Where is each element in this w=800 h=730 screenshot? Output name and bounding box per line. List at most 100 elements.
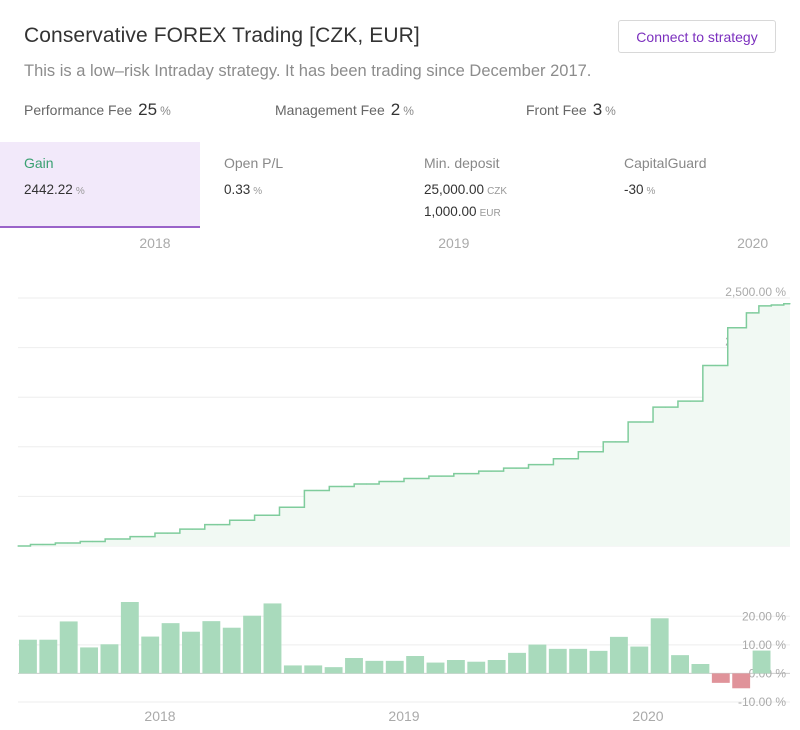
y-tick-label: 10.00 % — [742, 638, 786, 652]
gain-point — [565, 458, 567, 460]
monthly-gain-bar — [365, 660, 384, 674]
gain-point — [241, 519, 243, 521]
monthly-gain-bar — [222, 627, 241, 674]
monthly-gain-bar — [80, 647, 99, 674]
gain-point — [67, 542, 69, 544]
gain-point — [216, 524, 218, 526]
open-pl-label: Open P/L — [224, 155, 284, 171]
monthly-gain-bar — [406, 656, 425, 674]
open-pl-unit: % — [253, 186, 263, 197]
performance-fee-label: Performance Fee — [24, 102, 133, 118]
gain-point — [639, 421, 642, 423]
gain-point — [540, 464, 542, 466]
monthly-gain-bar — [141, 636, 160, 674]
gain-point — [776, 304, 779, 306]
min-deposit-label: Min. deposit — [424, 155, 500, 171]
monthly-gain-bar — [243, 615, 262, 674]
gain-point — [764, 305, 766, 307]
gain-area-chart: 0.00 %500.00 %1,000.00 %1,500.00 %2,000.… — [17, 235, 791, 547]
capital-guard-unit: % — [646, 186, 656, 197]
monthly-gain-bar — [711, 673, 730, 683]
gain-point — [42, 543, 44, 546]
y-tick-label: -10.00 % — [738, 695, 786, 709]
tab-capital-guard[interactable]: CapitalGuard -30% — [600, 142, 800, 228]
gain-point — [166, 532, 169, 534]
monthly-gain-bar — [324, 667, 343, 674]
monthly-gain-bar — [671, 655, 689, 674]
gain-point — [590, 451, 592, 453]
gain-point — [366, 483, 368, 485]
gain-point — [191, 528, 193, 530]
gain-point — [752, 312, 754, 314]
open-pl-value: 0.33 — [224, 182, 251, 197]
gain-unit: % — [75, 186, 85, 197]
monthly-gain-bar — [467, 661, 486, 674]
monthly-gain-bar-chart: 20.00 %10.00 %0.00 %-10.00 %2018 2019 2020 — [18, 602, 790, 724]
gain-point — [789, 303, 791, 305]
x-tick-label: 2018 — [139, 235, 170, 251]
tab-min-deposit[interactable]: Min. deposit 25,000.00 CZK 1,000.00 EUR — [400, 142, 600, 228]
monthly-gain-bar — [304, 665, 323, 674]
gain-point — [266, 514, 268, 516]
monthly-gain-bar — [182, 631, 200, 674]
management-fee-value: 2 — [390, 100, 401, 119]
monthly-gain-bar — [609, 636, 628, 674]
monthly-gain-bar — [548, 648, 567, 674]
monthly-gain-bar — [120, 602, 139, 674]
monthly-gain-bar — [161, 623, 180, 674]
monthly-gain-bar — [385, 660, 404, 674]
performance-fee: Performance Fee 25% — [24, 100, 171, 120]
monthly-gain-bar — [59, 621, 78, 674]
gain-label: Gain — [24, 155, 54, 171]
gain-point — [291, 506, 293, 508]
monthly-gain-bar — [345, 658, 363, 674]
y-tick-label: 2,500.00 % — [725, 285, 786, 299]
gain-point — [117, 538, 119, 540]
gain-point — [415, 477, 418, 480]
monthly-gain-bar — [487, 660, 506, 674]
gain-line — [18, 302, 790, 547]
gain-point — [689, 400, 691, 402]
tab-open-pl[interactable]: Open P/L 0.33% — [200, 142, 400, 228]
capital-guard-value: -30 — [624, 182, 644, 197]
x-tick-label: 2018 — [144, 708, 175, 724]
monthly-gain-bar — [39, 639, 58, 674]
gain-point — [17, 545, 19, 547]
x-tick-label: 2020 — [632, 708, 663, 724]
gain-point — [141, 535, 144, 538]
monthly-gain-bar — [446, 660, 465, 674]
gain-point — [739, 327, 741, 329]
front-fee-label: Front Fee — [526, 102, 587, 118]
gain-point — [664, 406, 667, 408]
monthly-gain-bar — [569, 648, 588, 674]
y-tick-label: 20.00 % — [742, 609, 786, 623]
gain-point — [615, 441, 617, 443]
gain-point — [440, 475, 442, 477]
gain-point — [390, 480, 393, 483]
gain-point — [714, 364, 716, 367]
x-tick-label: 2019 — [438, 235, 469, 251]
gain-value: 2442.22 — [24, 182, 73, 197]
monthly-gain-bar — [202, 621, 221, 674]
gain-point — [515, 467, 517, 469]
connect-to-strategy-button[interactable]: Connect to strategy — [618, 20, 776, 53]
front-fee: Front Fee 3% — [526, 100, 616, 120]
min-deposit-eur-unit: EUR — [479, 208, 501, 219]
gain-point — [465, 472, 467, 475]
gain-point — [341, 485, 343, 488]
gain-area-fill — [18, 303, 790, 546]
min-deposit-czk-value: 25,000.00 — [424, 182, 485, 197]
monthly-gain-bar — [752, 650, 771, 674]
min-deposit-czk-unit: CZK — [487, 186, 508, 197]
tab-gain[interactable]: Gain 2442.22% — [0, 142, 200, 228]
monthly-gain-bar — [426, 662, 445, 674]
performance-fee-value: 25 — [138, 100, 158, 119]
gain-point — [92, 540, 94, 543]
strategy-description: This is a low–risk Intraday strategy. It… — [24, 62, 592, 80]
front-fee-unit: % — [605, 104, 616, 118]
monthly-gain-bar — [263, 603, 282, 674]
x-tick-label: 2020 — [737, 235, 768, 251]
monthly-gain-bar — [100, 644, 119, 674]
management-fee-label: Management Fee — [275, 102, 385, 118]
monthly-gain-bar — [19, 639, 37, 674]
